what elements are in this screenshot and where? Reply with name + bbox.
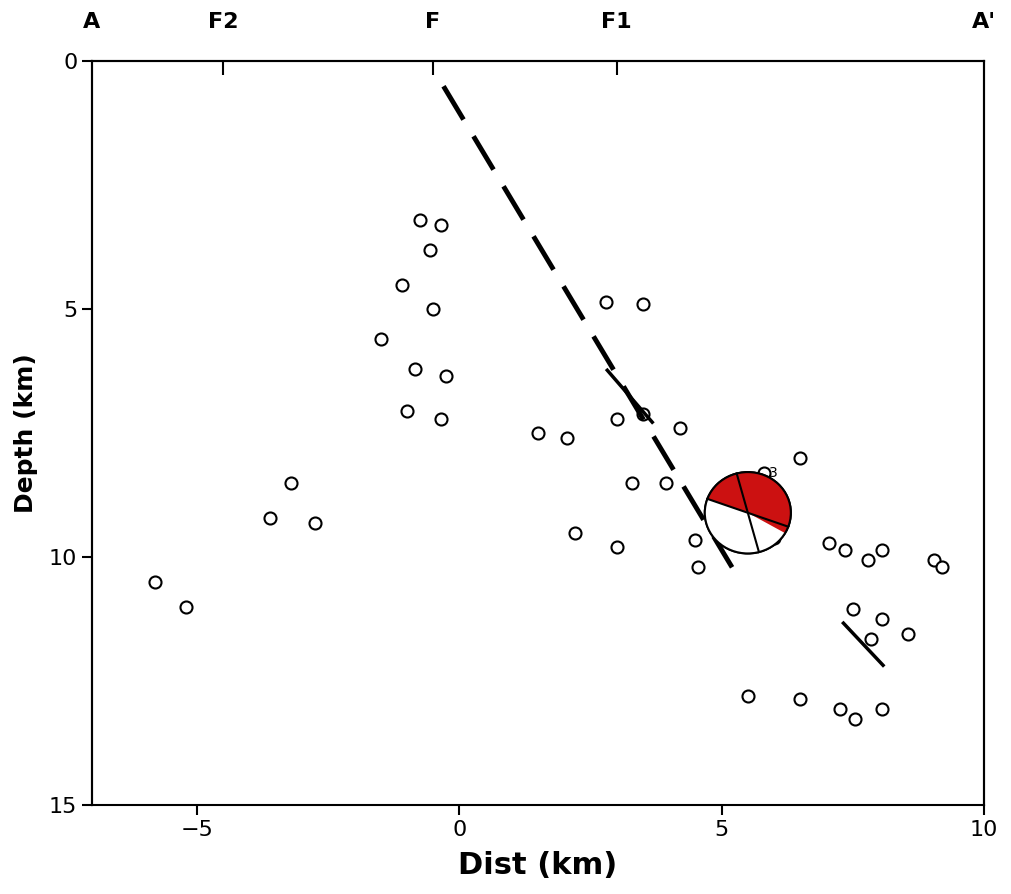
Point	[372, 332, 388, 346]
Point	[262, 510, 278, 525]
Point	[147, 575, 163, 589]
Text: F1: F1	[601, 12, 631, 31]
Point	[846, 712, 862, 726]
Point	[566, 526, 582, 540]
Point	[178, 600, 194, 614]
Point	[530, 426, 546, 441]
Point	[755, 466, 771, 480]
Point	[558, 431, 574, 445]
Point	[406, 362, 423, 376]
Text: F: F	[425, 12, 440, 31]
Point	[425, 302, 441, 316]
Point	[433, 411, 449, 426]
Text: F2: F2	[207, 12, 239, 31]
Point	[862, 632, 879, 646]
Point	[686, 533, 703, 547]
Point	[820, 536, 836, 550]
Point	[608, 540, 624, 554]
Point	[411, 213, 428, 227]
Point	[899, 628, 915, 642]
Point	[690, 561, 706, 575]
Point	[765, 530, 782, 544]
Point	[422, 243, 438, 257]
Point	[398, 404, 415, 418]
Point	[598, 295, 614, 309]
Point	[671, 421, 687, 435]
Point	[658, 476, 674, 490]
Point	[433, 218, 449, 232]
X-axis label: Dist (km): Dist (km)	[458, 851, 617, 880]
Point	[306, 516, 323, 530]
Wedge shape	[704, 499, 785, 553]
Point	[438, 369, 454, 384]
Text: 3: 3	[768, 466, 777, 480]
Text: A: A	[83, 12, 100, 31]
Point	[608, 411, 624, 426]
Point	[925, 552, 941, 567]
Point	[872, 543, 889, 557]
Point	[624, 476, 640, 490]
Point	[283, 476, 299, 490]
Point	[739, 689, 755, 704]
Point	[872, 612, 889, 627]
Text: A': A'	[971, 12, 995, 31]
Point	[393, 277, 409, 291]
Point	[831, 702, 847, 716]
Point	[872, 702, 889, 716]
Point	[792, 692, 808, 706]
Point	[859, 552, 876, 567]
Point	[634, 407, 650, 421]
Circle shape	[704, 472, 790, 553]
Point	[792, 451, 808, 466]
Point	[836, 543, 852, 557]
Point	[844, 603, 860, 617]
Circle shape	[704, 472, 790, 553]
Point	[933, 561, 949, 575]
Point	[634, 298, 650, 312]
Y-axis label: Depth (km): Depth (km)	[14, 353, 37, 513]
